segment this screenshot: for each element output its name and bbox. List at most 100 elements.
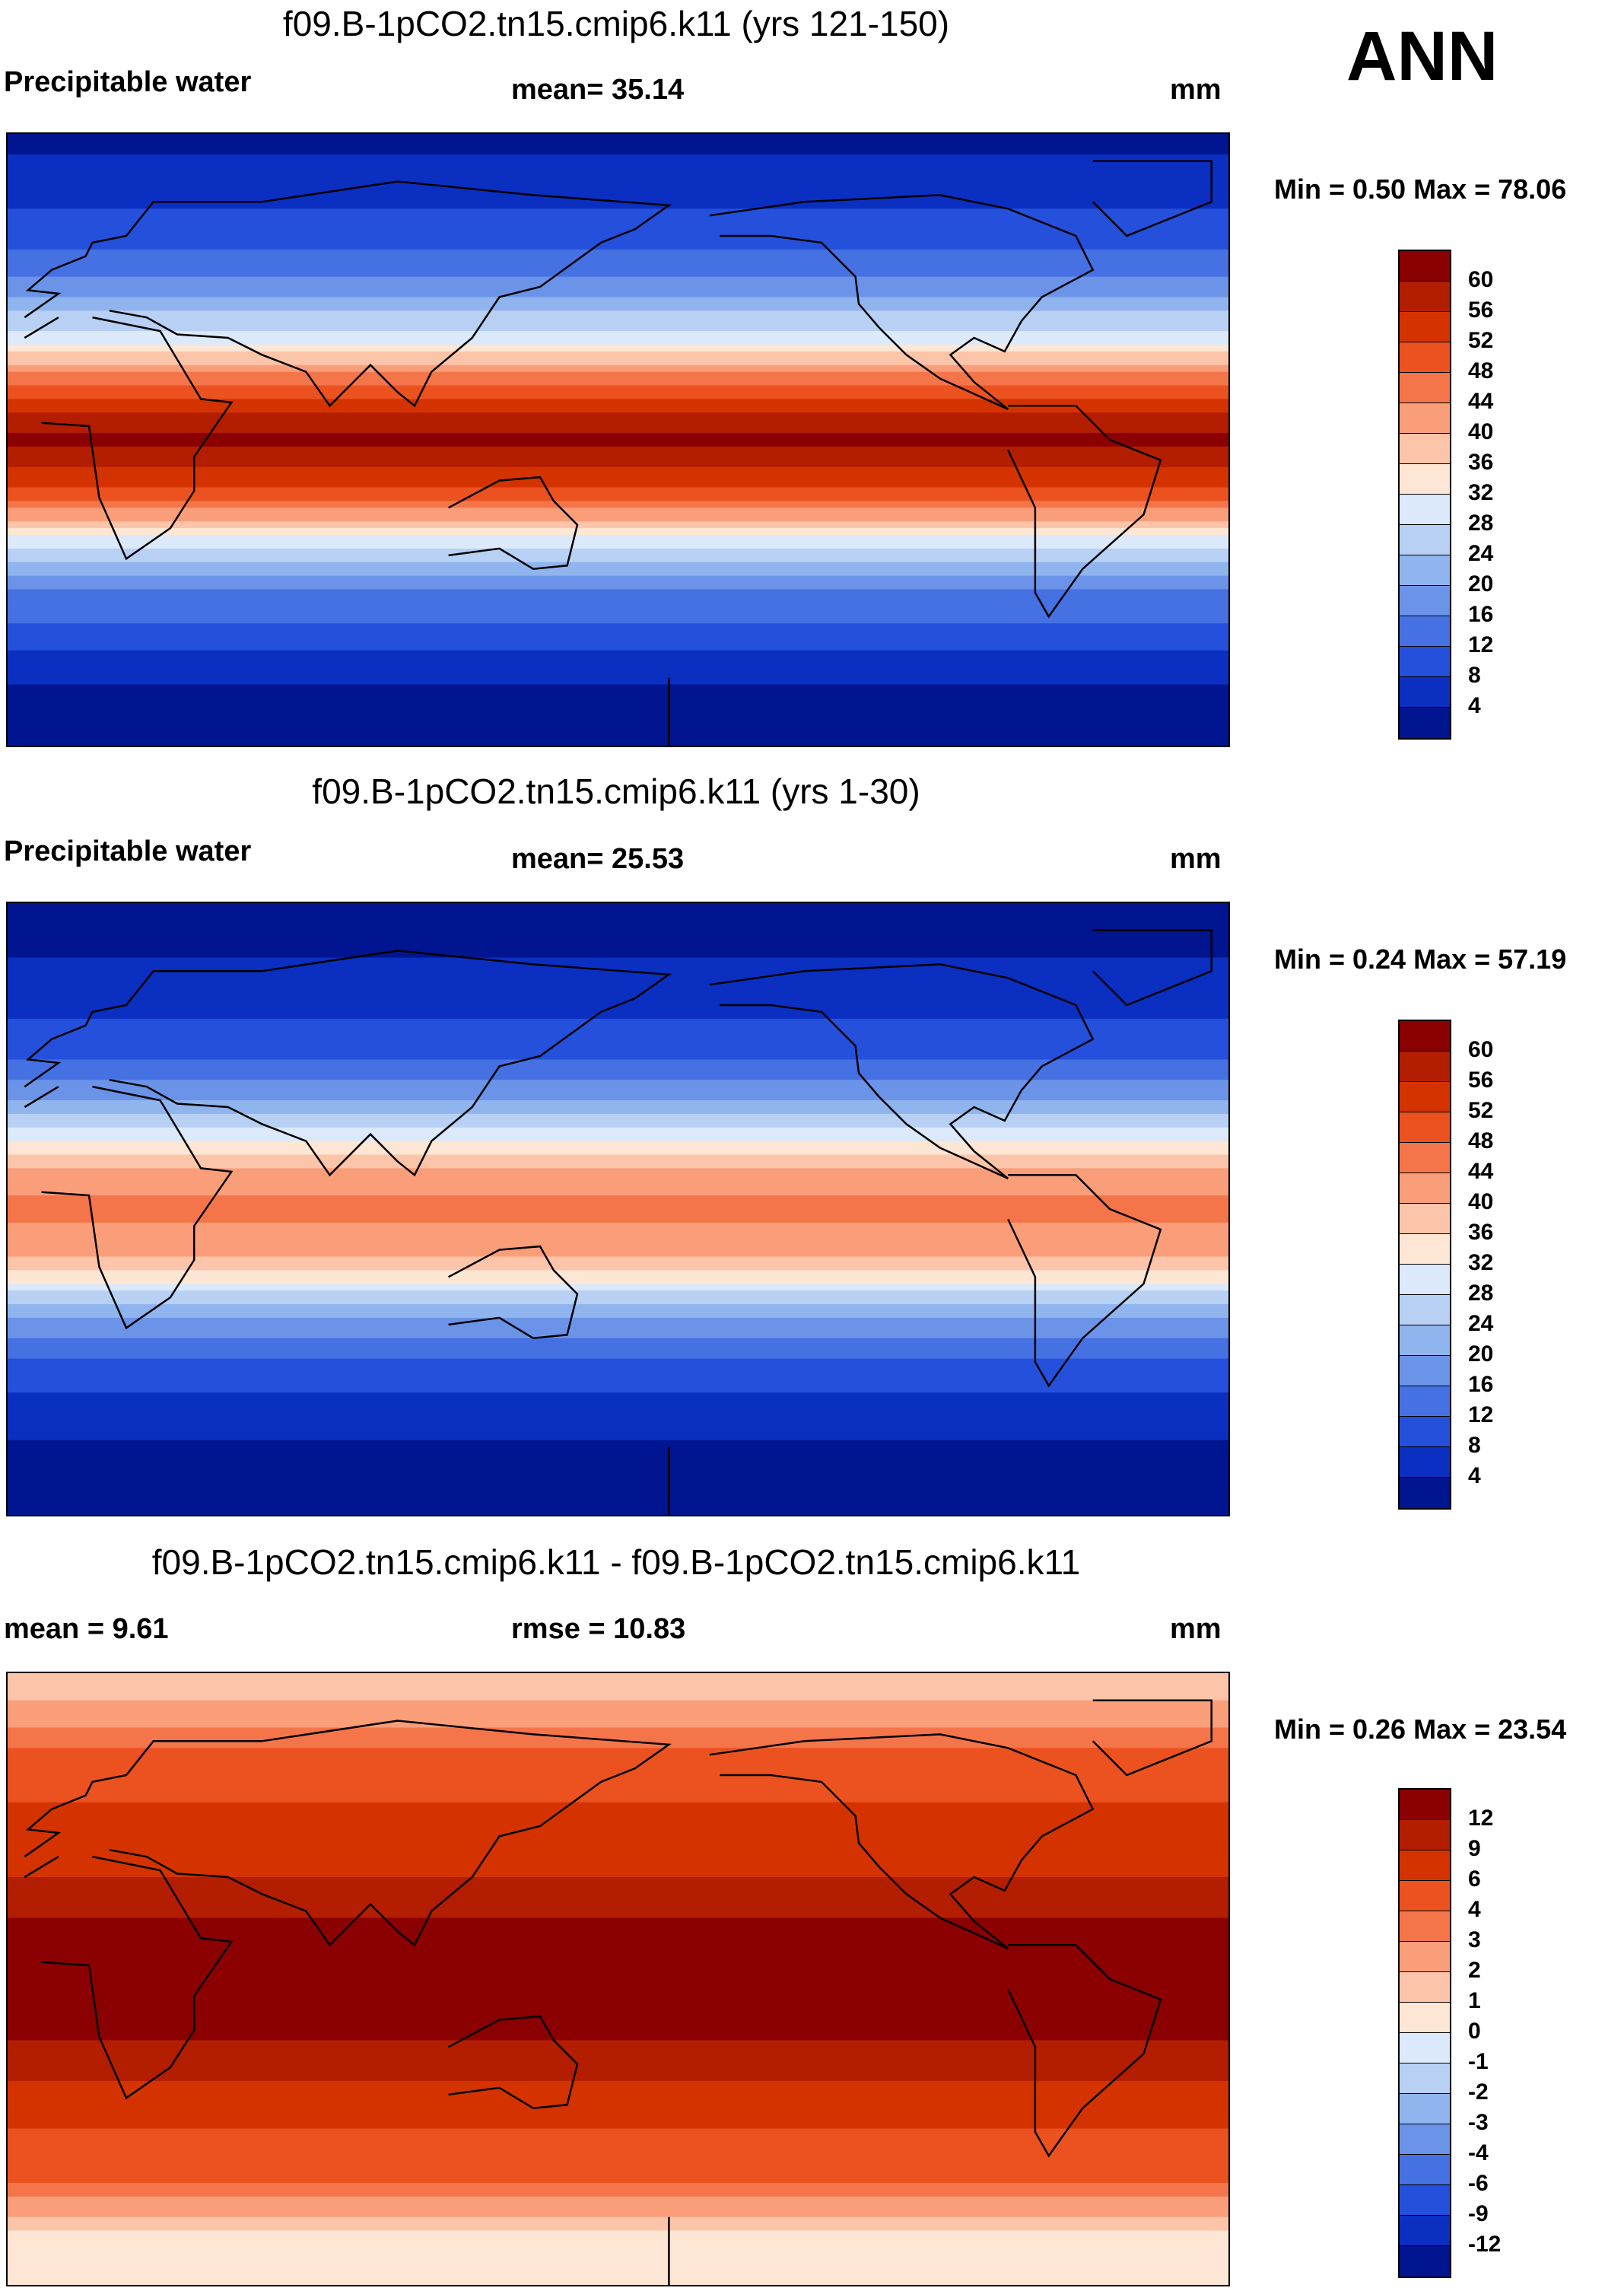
field-band [8, 2114, 1228, 2123]
panel-bottom-map [6, 1672, 1230, 2286]
field-band [8, 1093, 1228, 1102]
field-band [8, 985, 1228, 993]
panel-bottom-rmse: rmse = 10.83 [511, 1613, 686, 1645]
colorbar-swatch [1400, 2185, 1450, 2216]
field-band [8, 943, 1228, 952]
field-band [8, 2054, 1228, 2062]
colorbar-swatch [1400, 1790, 1450, 1820]
colorbar-tick-label: -2 [1468, 2079, 1489, 2105]
colorbar-swatch [1400, 1356, 1450, 1386]
field-band [8, 2149, 1228, 2157]
field-band [8, 698, 1228, 706]
field-band [8, 371, 1228, 380]
panel-middle-title: f09.B-1pCO2.tn15.cmip6.k11 (yrs 1-30) [312, 772, 920, 811]
field-band [8, 603, 1228, 611]
coastline [448, 2015, 579, 2109]
field-band [8, 1284, 1228, 1292]
field-band [8, 2006, 1228, 2014]
colorbar-tick-label: 28 [1468, 511, 1494, 536]
field-band [8, 304, 1228, 312]
field-band [8, 630, 1228, 638]
field-band [8, 2244, 1228, 2252]
field-band [8, 1979, 1228, 1987]
field-band [8, 1365, 1228, 1373]
colorbar-tick-label: 24 [1468, 541, 1494, 566]
colorbar-tick-label: -4 [1468, 2140, 1489, 2165]
field-band [8, 2013, 1228, 2021]
field-band [8, 1958, 1228, 1967]
field-band [8, 2203, 1228, 2211]
field-band [8, 222, 1228, 231]
field-band [8, 1788, 1228, 1796]
coastline [41, 1855, 234, 2100]
colorbar-swatch [1400, 708, 1450, 738]
field-band [8, 276, 1228, 285]
field-band [8, 406, 1228, 414]
colorbar-tick-label: 16 [1468, 1372, 1494, 1397]
field-band [8, 930, 1228, 938]
panel-top-title: f09.B-1pCO2.tn15.cmip6.k11 (yrs 121-150) [282, 4, 950, 43]
field-band [8, 338, 1228, 345]
field-band [8, 998, 1228, 1006]
field-band [8, 494, 1228, 502]
field-band [8, 1768, 1228, 1776]
field-band [8, 249, 1228, 257]
field-band [8, 1059, 1228, 1068]
field-band [8, 1890, 1228, 1898]
field-band [8, 1182, 1228, 1190]
colorbar-tick-label: -6 [1468, 2171, 1489, 2196]
coastline [1007, 405, 1162, 619]
field-band [8, 1985, 1228, 1993]
field-band [8, 1815, 1228, 1824]
coastline [1092, 929, 1212, 1007]
field-band [8, 1032, 1228, 1040]
colorbar-tick-label: -1 [1468, 2049, 1489, 2074]
field-band [8, 1494, 1228, 1503]
field-band [8, 718, 1228, 727]
field-band [8, 167, 1228, 176]
field-band [8, 923, 1228, 931]
panel-top-mean: mean= 35.14 [511, 74, 685, 106]
colorbar-tick-label: 1 [1468, 1988, 1481, 2013]
field-band [8, 1270, 1228, 1278]
field-band [8, 236, 1228, 243]
field-band [8, 2162, 1228, 2171]
field-band [8, 1924, 1228, 1933]
field-band [8, 1836, 1228, 1844]
colorbar-tick-label: 56 [1468, 298, 1494, 323]
colorbar-tick-label: 16 [1468, 602, 1494, 627]
colorbar-swatch [1400, 677, 1450, 708]
field-band [8, 501, 1228, 509]
field-band [8, 453, 1228, 461]
panel-top-map [6, 132, 1230, 747]
field-band [8, 1195, 1228, 1204]
panel-middle-map [6, 902, 1230, 1516]
field-band [8, 1917, 1228, 1926]
colorbar-swatch [1400, 1386, 1450, 1417]
field-band [8, 1379, 1228, 1387]
field-band [8, 1304, 1228, 1312]
field-band [8, 310, 1228, 319]
colorbar-tick-label: 8 [1468, 1433, 1481, 1458]
field-band [8, 2176, 1228, 2184]
field-band [8, 1508, 1228, 1515]
field-band [8, 174, 1228, 183]
field-band [8, 1249, 1228, 1258]
colorbar-tick-label: 32 [1468, 1250, 1494, 1275]
field-band [8, 1066, 1228, 1074]
field-band [8, 596, 1228, 604]
field-band [8, 263, 1228, 271]
field-band [8, 1460, 1228, 1468]
coastline [448, 476, 579, 570]
field-band [8, 903, 1228, 911]
field-band [8, 2101, 1228, 2109]
colorbar-tick-label: 48 [1468, 358, 1494, 383]
field-band [8, 1734, 1228, 1742]
field-band [8, 364, 1228, 373]
field-band [8, 1686, 1228, 1694]
field-band [8, 1453, 1228, 1462]
colorbar-tick-label: -3 [1468, 2110, 1489, 2135]
colorbar-tick-label: 48 [1468, 1128, 1494, 1153]
panel-top-field [8, 134, 1228, 746]
colorbar-swatch [1400, 1021, 1450, 1052]
